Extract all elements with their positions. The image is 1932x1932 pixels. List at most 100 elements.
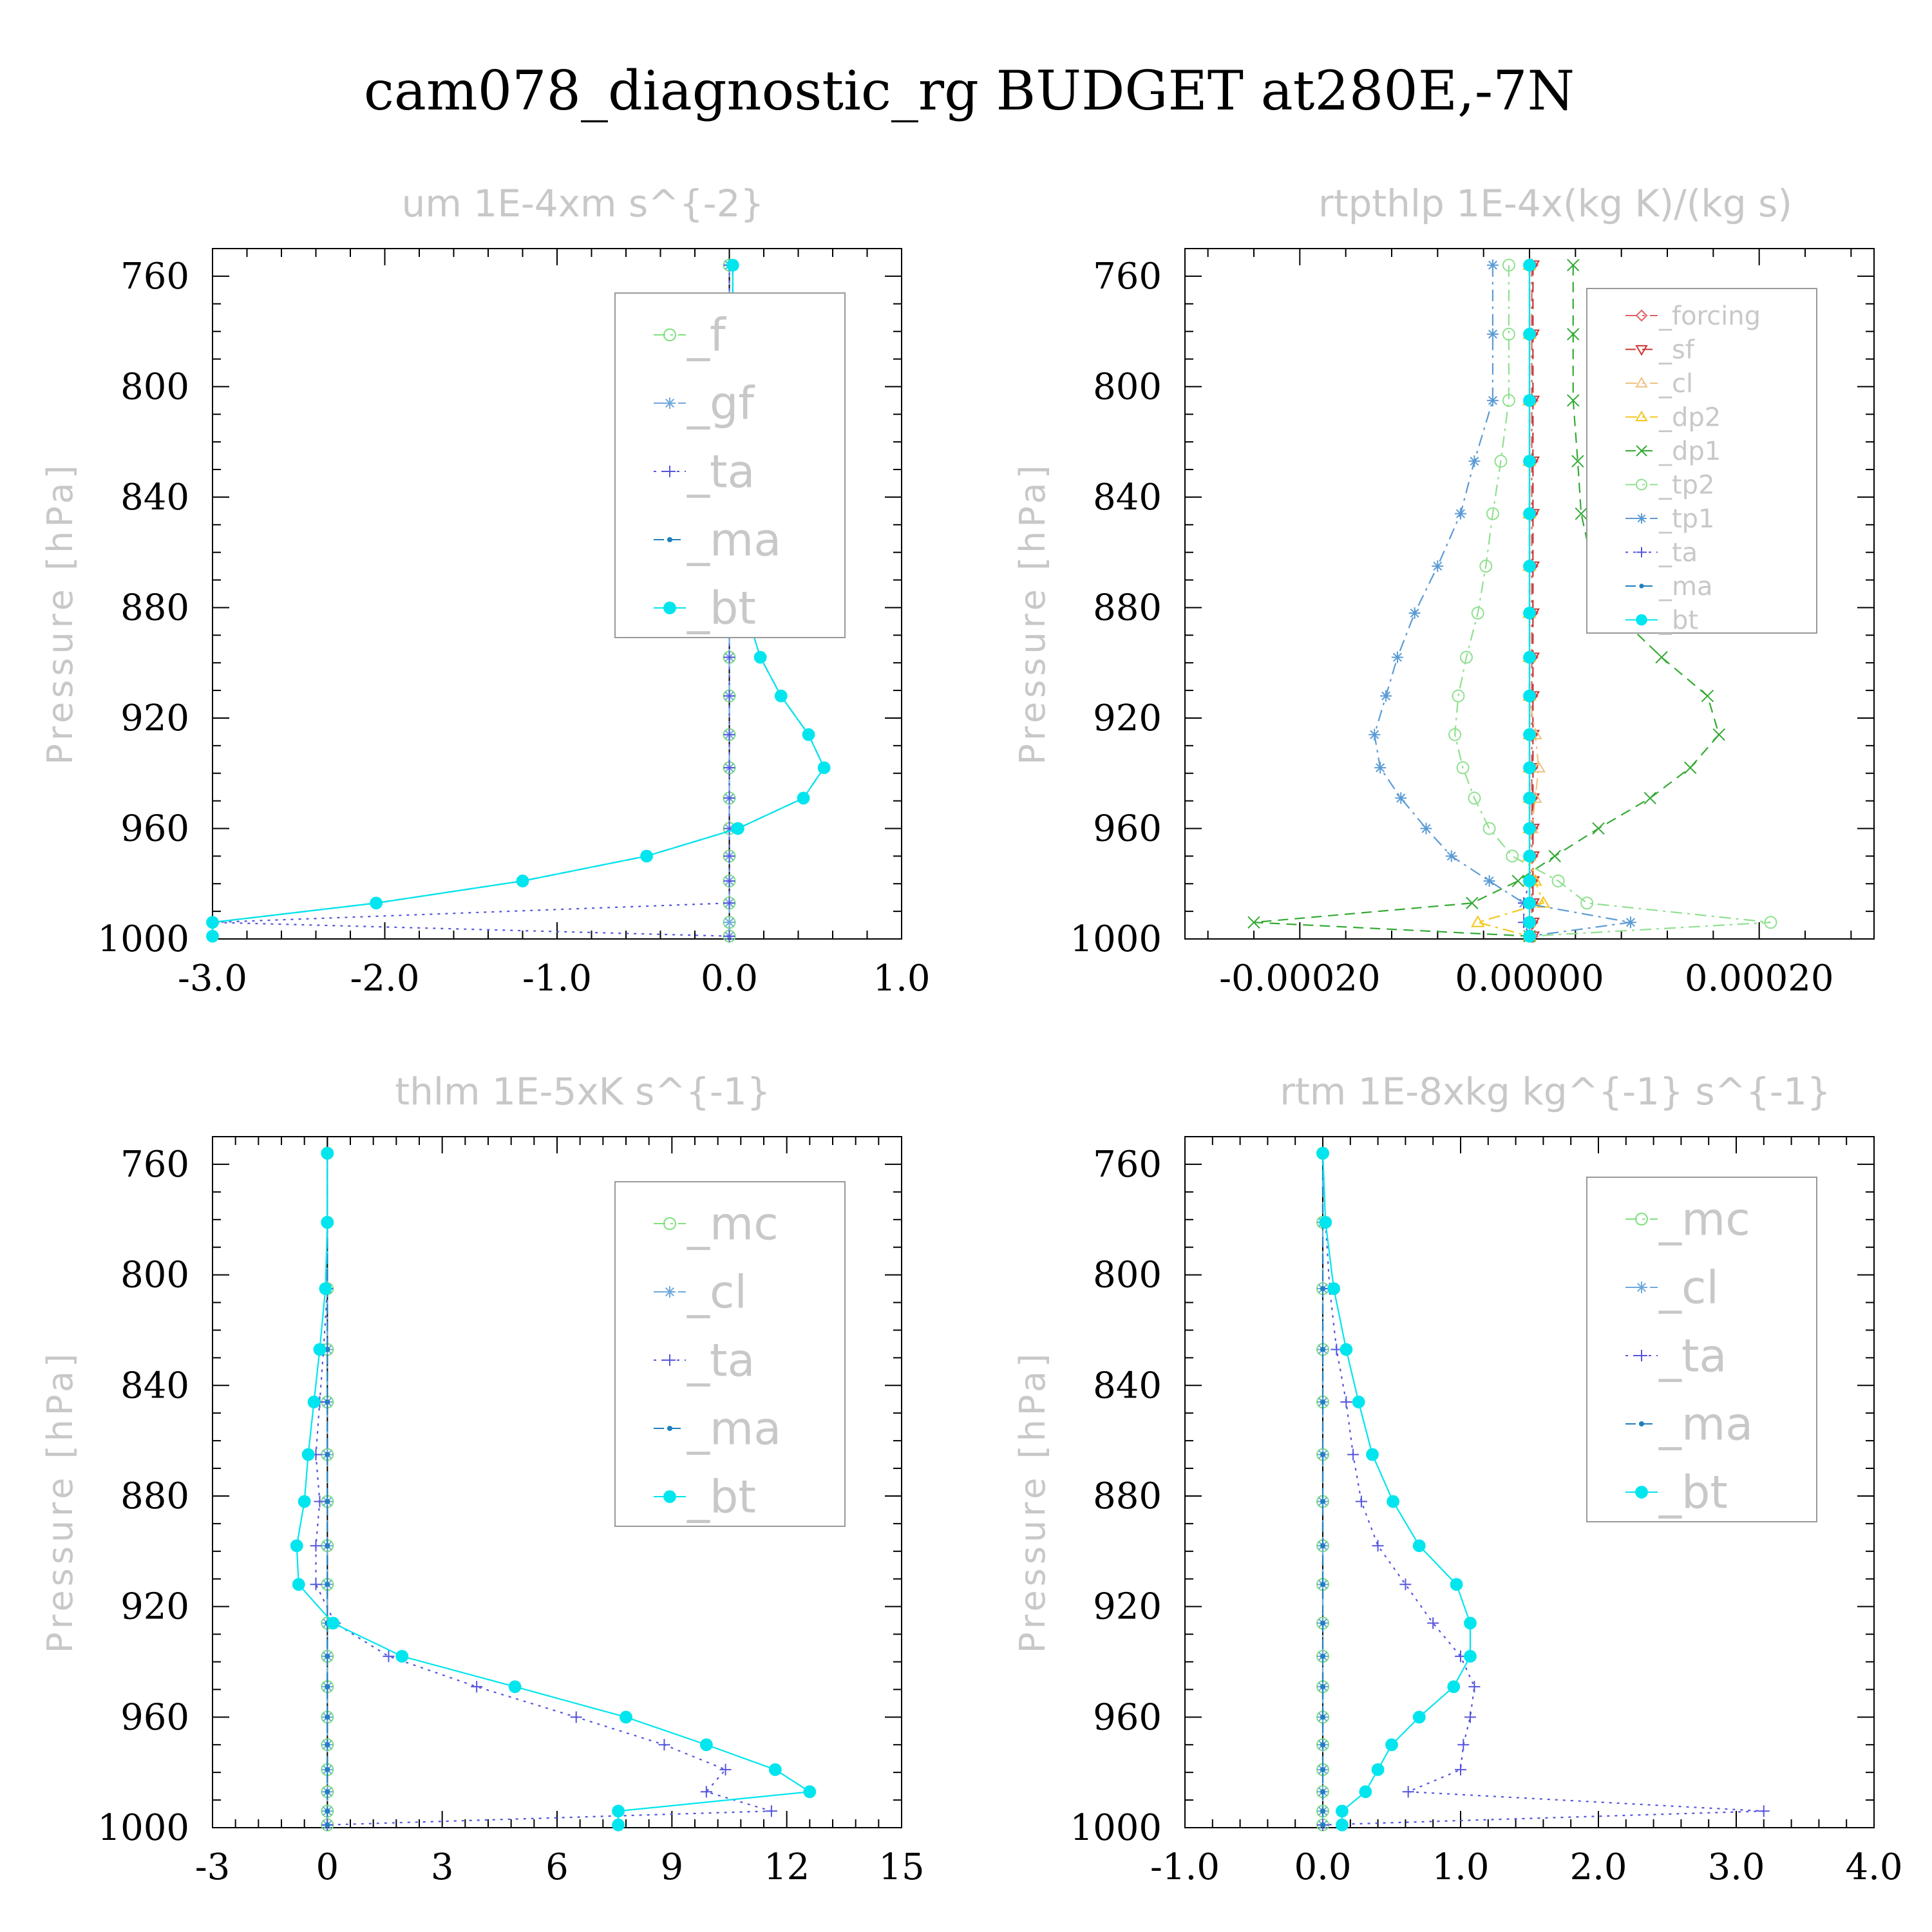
y-tick-label: 1000 — [97, 1807, 189, 1849]
series_bt — [1316, 1146, 1477, 1832]
series-line — [1321, 1153, 1472, 1825]
legend-label: _bt — [1658, 1466, 1728, 1519]
legend-marker — [667, 536, 673, 543]
panel-3: thlm 1E-5xK s^{-1} Pressure [hPa] 760 800 84… — [40, 1070, 925, 1888]
x-tick-label: 4.0 — [1845, 1846, 1902, 1888]
data-point — [753, 650, 767, 664]
legend-entry: _tp1 — [1625, 504, 1715, 534]
data-point — [1523, 607, 1536, 620]
legend-entry: _mc — [1625, 1193, 1750, 1246]
y-axis-label: Pressure [hPa] — [1012, 461, 1053, 764]
data-point — [301, 1448, 315, 1461]
data-point — [1502, 393, 1515, 407]
data-point — [723, 875, 735, 887]
legend-marker — [1635, 1213, 1648, 1226]
data-point — [1336, 1804, 1349, 1818]
data-point — [325, 1399, 330, 1405]
data-point — [1655, 650, 1668, 664]
data-point — [1523, 761, 1536, 775]
data-point — [1412, 1539, 1426, 1553]
data-point — [1701, 689, 1714, 703]
data-point — [1468, 455, 1481, 468]
data-point — [1320, 1582, 1326, 1587]
data-point — [1320, 1714, 1326, 1720]
data-point — [803, 1785, 817, 1799]
x-tick-label: 0.00000 — [1455, 958, 1604, 999]
data-point — [1450, 1578, 1463, 1591]
data-point — [327, 1616, 340, 1630]
data-point — [325, 1766, 330, 1772]
data-point — [817, 761, 831, 775]
plot-area — [1247, 258, 1777, 943]
legend-marker — [1639, 583, 1644, 589]
legend-marker — [663, 1490, 676, 1503]
data-point — [1399, 1578, 1412, 1591]
data-point — [314, 1495, 326, 1508]
data-point — [1712, 728, 1725, 741]
x-tick-label: -1.0 — [522, 958, 592, 999]
data-point — [310, 1578, 322, 1591]
data-point — [1340, 1396, 1352, 1408]
data-point — [1523, 258, 1536, 272]
data-point — [1764, 916, 1777, 929]
y-tick-label: 880 — [120, 1475, 189, 1517]
data-point — [1523, 875, 1536, 887]
y-tick-label: 840 — [120, 477, 189, 518]
y-tick-label: 880 — [1093, 1475, 1162, 1517]
series_ma — [1320, 1150, 1326, 1828]
data-point — [1372, 1540, 1384, 1552]
data-point — [298, 1495, 311, 1508]
y-tick-label: 800 — [120, 1255, 189, 1296]
legend-label: _bt — [687, 1471, 756, 1524]
legend-label: _ma — [687, 514, 781, 567]
legend-entry: _ma — [1625, 572, 1712, 601]
panel-2: rtpthlp 1E-4x(kg K)/(kg s) Pressure [hPa]… — [1012, 182, 1875, 999]
legend-marker — [1636, 445, 1647, 457]
legend-label: _dp2 — [1658, 403, 1721, 433]
data-point — [723, 651, 735, 663]
data-point — [313, 1343, 327, 1356]
data-point — [325, 1789, 330, 1795]
legend-label: _mc — [687, 1198, 779, 1251]
legend-entry: _cl — [1625, 1262, 1719, 1314]
legend-marker — [663, 601, 676, 614]
data-point — [1395, 792, 1407, 804]
data-point — [1366, 1448, 1379, 1461]
data-point — [1523, 650, 1536, 664]
data-point — [1320, 1742, 1326, 1748]
y-tick-label: 840 — [1093, 1365, 1162, 1406]
plot-frame — [1184, 1136, 1875, 1828]
legend-marker — [663, 1217, 676, 1230]
data-point — [1523, 728, 1536, 741]
data-point — [1624, 916, 1636, 929]
series_dp2 — [1471, 258, 1551, 942]
legend-marker — [1635, 1486, 1648, 1499]
data-point — [292, 1578, 305, 1591]
y-tick-label: 880 — [1093, 587, 1162, 629]
data-point — [1523, 689, 1536, 703]
data-point — [1385, 1738, 1398, 1752]
data-point — [1523, 560, 1536, 573]
legend-label: _ma — [1658, 1398, 1753, 1451]
legend-marker — [1636, 513, 1647, 524]
data-point — [310, 1540, 322, 1552]
data-point — [1464, 1711, 1476, 1723]
legend-label: _forcing — [1658, 301, 1761, 331]
legend-marker — [664, 1354, 676, 1366]
data-point — [640, 849, 653, 863]
y-tick-label: 880 — [120, 587, 189, 629]
data-point — [325, 1543, 330, 1549]
data-point — [723, 850, 735, 862]
data-point — [774, 689, 788, 703]
legend-label: _ma — [1658, 572, 1712, 601]
data-point — [1482, 822, 1496, 835]
data-point — [1466, 896, 1479, 909]
data-point — [1506, 849, 1519, 863]
panel-title: rtm 1E-8xkg kg^{-1} s^{-1} — [1280, 1070, 1831, 1113]
data-point — [1567, 394, 1580, 407]
data-point — [325, 1742, 330, 1748]
data-point — [1445, 850, 1457, 862]
data-point — [1320, 1543, 1326, 1549]
data-point — [1494, 455, 1508, 468]
data-point — [1567, 259, 1580, 272]
